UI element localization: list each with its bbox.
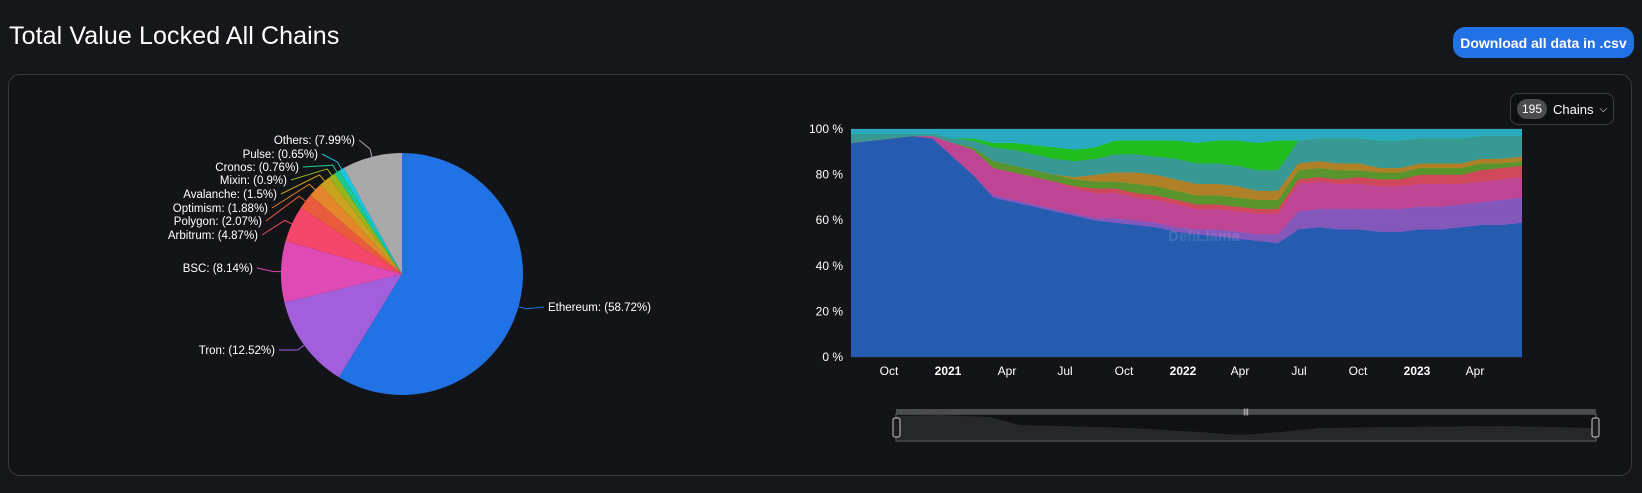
x-tick-label: Jul	[1057, 364, 1072, 378]
download-csv-button[interactable]: Download all data in .csv	[1453, 27, 1634, 58]
defillama-watermark: DefiLlama	[1168, 228, 1240, 245]
pie-slice-ethereum[interactable]	[338, 153, 523, 396]
pie-leader-mixin	[290, 168, 333, 181]
pie-leader-others	[358, 139, 373, 157]
pie-leader-avalanche	[280, 174, 325, 195]
chains-selector-button[interactable]: 195 Chains ⌵	[1510, 93, 1614, 125]
y-tick-label: 20 %	[816, 304, 844, 318]
x-tick-label: 2021	[935, 364, 962, 378]
y-tick-label: 80 %	[816, 168, 844, 182]
pie-label-arbitrum: Arbitrum: (4.87%)	[168, 230, 258, 242]
x-tick-label: Apr	[1231, 364, 1250, 378]
x-tick-label: 2023	[1404, 364, 1431, 378]
pie-slice-arbitrum[interactable]	[285, 207, 402, 274]
area-series-other-chains[interactable]	[851, 129, 1522, 150]
chevron-down-icon: ⌵	[1599, 103, 1608, 115]
x-tick-label: Oct	[1115, 364, 1134, 378]
pie-leader-polygon	[265, 195, 306, 222]
chains-label: Chains	[1553, 101, 1594, 117]
pie-chart: Ethereum: (58.72%) Tron: (12.52%) BSC: (8.…	[168, 135, 651, 396]
pie-label-bsc: BSC: (8.14%)	[183, 263, 253, 275]
pie-leader-optimism	[271, 183, 316, 209]
pie-slice-polygon[interactable]	[300, 195, 402, 274]
pie-leader-pulse	[321, 153, 343, 170]
chains-count-badge: 195	[1517, 99, 1548, 119]
pie-slice-others[interactable]	[343, 153, 402, 274]
pie-leader-bsc	[256, 267, 282, 273]
pie-slice-tron[interactable]	[284, 274, 402, 378]
y-tick-label: 60 %	[816, 213, 844, 227]
pie-slice-avalanche[interactable]	[320, 177, 402, 274]
x-tick-label: Oct	[880, 364, 899, 378]
x-tick-label: Oct	[1349, 364, 1368, 378]
pie-leader-arbitrum	[261, 219, 293, 236]
pie-label-polygon: Polygon: (2.07%)	[174, 216, 262, 228]
pie-label-optimism: Optimism: (1.88%)	[173, 203, 268, 215]
y-tick-label: 40 %	[816, 259, 844, 273]
x-tick-label: Jul	[1291, 364, 1306, 378]
x-tick-label: Apr	[1466, 364, 1485, 378]
pie-slice-mixin[interactable]	[329, 173, 402, 275]
x-tick-label: Apr	[998, 364, 1017, 378]
pie-label-others: Others: (7.99%)	[274, 135, 355, 147]
pie-slice-cronos[interactable]	[334, 170, 402, 274]
zoom-slider-grip[interactable]	[896, 409, 1596, 414]
pie-slice-pulse[interactable]	[339, 167, 402, 274]
y-tick-label: 100 %	[809, 122, 843, 136]
pie-label-cronos: Cronos: (0.76%)	[215, 162, 299, 174]
pie-slice-bsc[interactable]	[280, 241, 402, 303]
pie-label-avalanche: Avalanche: (1.5%)	[183, 189, 277, 201]
stacked-area-chart: DefiLlama 0 % 20 % 40 % 60 % 80 % 100 % Oct 20…	[809, 122, 1600, 442]
pie-label-tron: Tron: (12.52%)	[199, 345, 275, 357]
x-tick-label: 2022	[1170, 364, 1197, 378]
zoom-slider-grip-icon[interactable]: |||	[1243, 409, 1249, 416]
page-title: Total Value Locked All Chains	[9, 22, 340, 50]
pie-slice-optimism[interactable]	[310, 184, 402, 274]
zoom-slider-right-handle[interactable]	[1591, 417, 1600, 438]
zoom-slider-left-handle[interactable]	[892, 417, 901, 438]
pie-label-ethereum: Ethereum: (58.72%)	[548, 302, 651, 314]
zoom-slider-preview	[897, 415, 1595, 440]
y-tick-label: 0 %	[822, 350, 843, 364]
pie-label-mixin: Mixin: (0.9%)	[220, 175, 287, 187]
zoom-slider[interactable]: |||	[892, 409, 1600, 442]
pie-leader-cronos	[302, 164, 338, 173]
pie-leader-ethereum	[518, 306, 545, 310]
pie-leader-tron	[279, 344, 305, 351]
pie-label-pulse: Pulse: (0.65%)	[243, 149, 319, 161]
